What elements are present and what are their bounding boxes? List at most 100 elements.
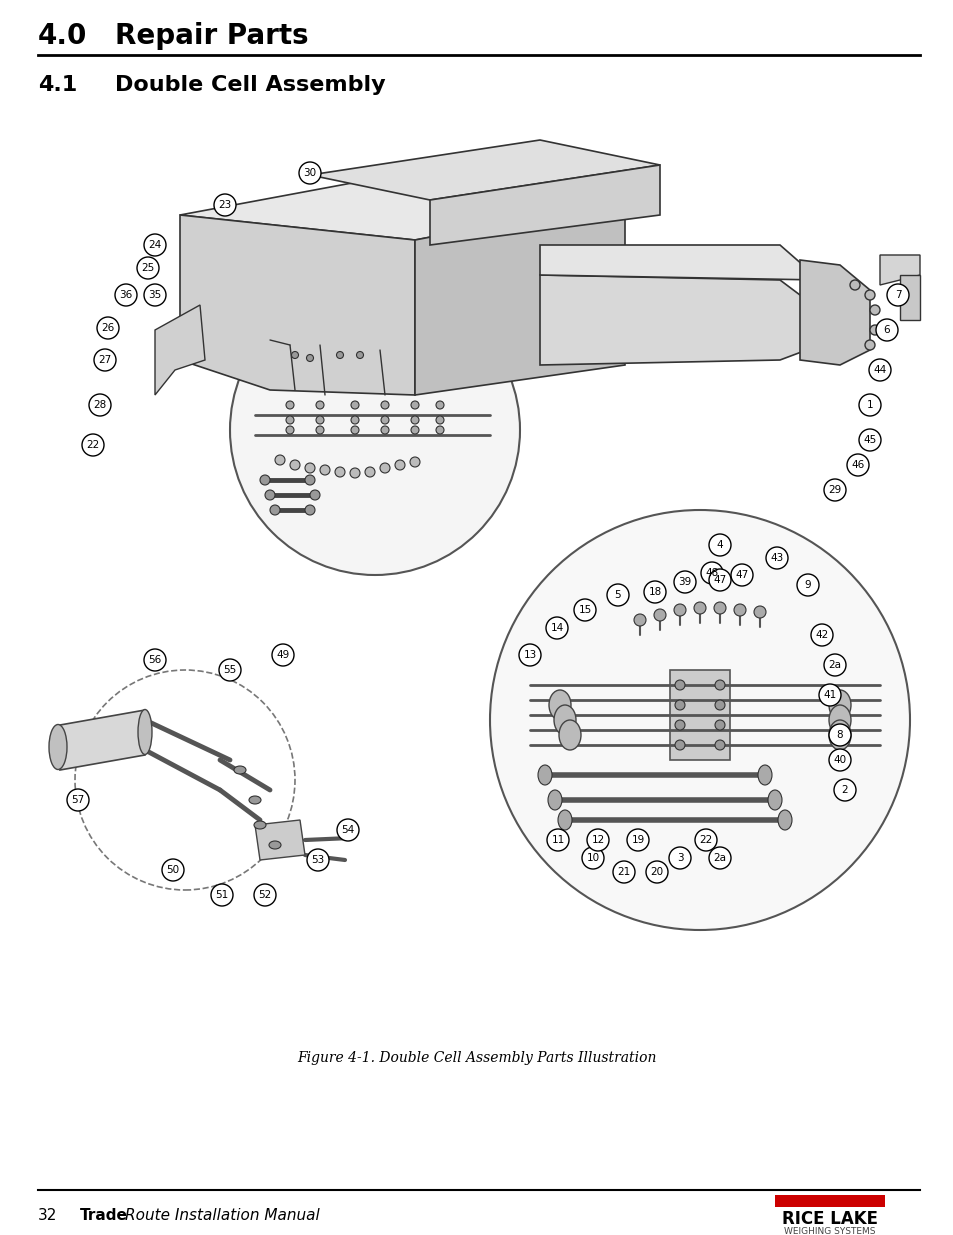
Ellipse shape <box>554 705 576 735</box>
Circle shape <box>846 454 868 475</box>
Text: 23: 23 <box>218 200 232 210</box>
Text: 36: 36 <box>119 290 132 300</box>
Text: 3: 3 <box>676 853 682 863</box>
Circle shape <box>833 779 855 802</box>
Circle shape <box>144 284 166 306</box>
Circle shape <box>796 574 818 597</box>
Circle shape <box>673 604 685 616</box>
Circle shape <box>714 700 724 710</box>
Text: Trade: Trade <box>80 1208 128 1223</box>
Circle shape <box>351 401 358 409</box>
Circle shape <box>613 861 635 883</box>
Circle shape <box>714 720 724 730</box>
Circle shape <box>858 429 880 451</box>
Circle shape <box>626 829 648 851</box>
Circle shape <box>673 571 696 593</box>
Circle shape <box>253 884 275 906</box>
Polygon shape <box>254 820 305 860</box>
Polygon shape <box>539 245 820 280</box>
Text: 52: 52 <box>258 890 272 900</box>
Circle shape <box>219 659 241 680</box>
Circle shape <box>869 325 879 335</box>
Text: 1: 1 <box>865 400 872 410</box>
Polygon shape <box>430 165 659 245</box>
Circle shape <box>675 740 684 750</box>
Circle shape <box>411 401 418 409</box>
Text: 29: 29 <box>827 485 841 495</box>
Circle shape <box>380 426 389 433</box>
Polygon shape <box>180 215 415 395</box>
Text: 35: 35 <box>149 290 161 300</box>
Circle shape <box>436 426 443 433</box>
Text: 54: 54 <box>341 825 355 835</box>
Circle shape <box>886 284 908 306</box>
Circle shape <box>315 416 324 424</box>
Text: 40: 40 <box>833 755 845 764</box>
Text: 42: 42 <box>815 630 828 640</box>
Circle shape <box>319 466 330 475</box>
Ellipse shape <box>548 690 571 720</box>
Circle shape <box>115 284 137 306</box>
Circle shape <box>675 700 684 710</box>
Circle shape <box>365 467 375 477</box>
Polygon shape <box>669 671 729 760</box>
Polygon shape <box>154 305 205 395</box>
Circle shape <box>518 643 540 666</box>
Circle shape <box>336 352 343 358</box>
Text: 20: 20 <box>650 867 663 877</box>
Ellipse shape <box>233 766 246 774</box>
Circle shape <box>286 426 294 433</box>
Circle shape <box>315 426 324 433</box>
Circle shape <box>67 789 89 811</box>
Text: 41: 41 <box>822 690 836 700</box>
Ellipse shape <box>547 790 561 810</box>
Text: 43: 43 <box>770 553 782 563</box>
Text: 4: 4 <box>716 540 722 550</box>
Ellipse shape <box>138 709 152 755</box>
Circle shape <box>350 468 359 478</box>
Circle shape <box>286 416 294 424</box>
Circle shape <box>436 416 443 424</box>
Circle shape <box>753 606 765 618</box>
Polygon shape <box>879 254 919 285</box>
Polygon shape <box>60 710 145 769</box>
Circle shape <box>714 740 724 750</box>
Circle shape <box>643 580 665 603</box>
Circle shape <box>700 562 722 584</box>
Circle shape <box>137 257 159 279</box>
Text: 6: 6 <box>882 325 889 335</box>
Ellipse shape <box>828 705 850 735</box>
Text: 24: 24 <box>149 240 161 249</box>
Text: 25: 25 <box>141 263 154 273</box>
Circle shape <box>645 861 667 883</box>
Text: 2a: 2a <box>827 659 841 671</box>
Circle shape <box>810 624 832 646</box>
Circle shape <box>695 829 717 851</box>
Text: 2a: 2a <box>713 853 726 863</box>
Circle shape <box>875 319 897 341</box>
Circle shape <box>351 416 358 424</box>
Circle shape <box>823 655 845 676</box>
Circle shape <box>708 847 730 869</box>
Text: 50: 50 <box>166 864 179 876</box>
Circle shape <box>675 720 684 730</box>
FancyBboxPatch shape <box>774 1195 884 1207</box>
Ellipse shape <box>249 797 261 804</box>
Circle shape <box>410 457 419 467</box>
Text: 11: 11 <box>551 835 564 845</box>
Circle shape <box>230 285 519 576</box>
Circle shape <box>733 604 745 616</box>
Polygon shape <box>539 275 820 366</box>
Text: 48: 48 <box>704 568 718 578</box>
Circle shape <box>693 601 705 614</box>
Text: 22: 22 <box>87 440 99 450</box>
Text: 7: 7 <box>894 290 901 300</box>
Text: 2: 2 <box>841 785 847 795</box>
Circle shape <box>315 401 324 409</box>
Circle shape <box>634 614 645 626</box>
Text: 56: 56 <box>149 655 161 664</box>
Text: Double Cell Assembly: Double Cell Assembly <box>115 75 385 95</box>
Polygon shape <box>180 175 624 240</box>
Text: 8: 8 <box>836 730 842 740</box>
Circle shape <box>82 433 104 456</box>
